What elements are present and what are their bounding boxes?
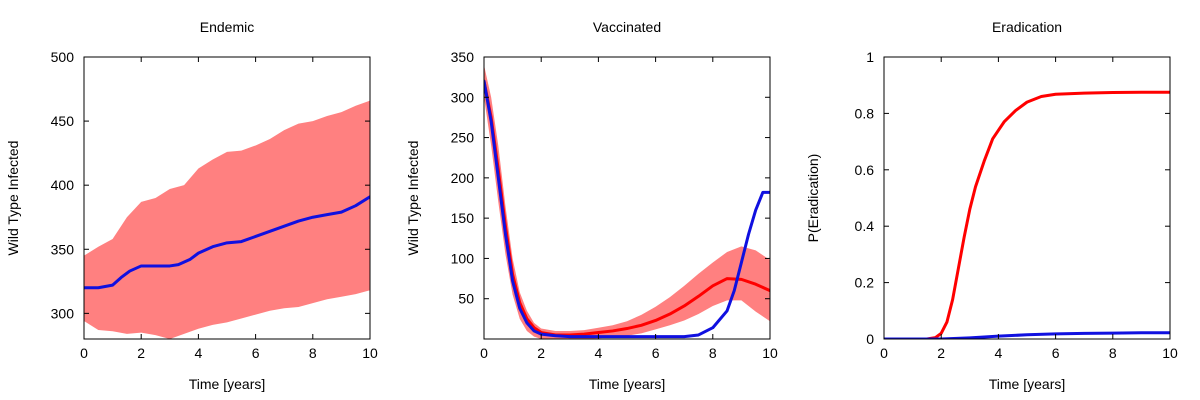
y-axis-label: P(Eradication) bbox=[805, 154, 821, 243]
x-tick-label: 10 bbox=[362, 345, 378, 361]
x-tick-label: 6 bbox=[652, 345, 660, 361]
y-axis-label: Wild Type Infected bbox=[5, 141, 21, 256]
y-tick-label: 0.8 bbox=[855, 105, 875, 121]
x-tick-label: 8 bbox=[1109, 345, 1117, 361]
x-tick-label: 8 bbox=[309, 345, 317, 361]
x-axis-label: Time [years] bbox=[989, 376, 1066, 392]
y-tick-label: 400 bbox=[51, 177, 75, 193]
y-tick-label: 1 bbox=[866, 49, 874, 65]
x-tick-label: 0 bbox=[880, 345, 888, 361]
series-line-2 bbox=[884, 331, 1170, 339]
x-tick-label: 0 bbox=[480, 345, 488, 361]
chart-title: Eradication bbox=[992, 19, 1062, 35]
chart-panel-2: 0 2 4 6 8 10 50 100 150 200 250 300 350 Vaccinated Tim… bbox=[405, 19, 778, 392]
x-tick-label: 4 bbox=[595, 345, 603, 361]
x-tick-label: 10 bbox=[762, 345, 778, 361]
y-tick-label: 150 bbox=[451, 210, 475, 226]
x-axis-label: Time [years] bbox=[589, 376, 666, 392]
y-tick-label: 300 bbox=[451, 89, 475, 105]
y-tick-label: 450 bbox=[51, 113, 75, 129]
series-line-1 bbox=[84, 195, 370, 290]
x-tick-label: 6 bbox=[1052, 345, 1060, 361]
plot-frame bbox=[883, 56, 1171, 340]
y-tick-label: 250 bbox=[451, 130, 475, 146]
x-tick-label: 8 bbox=[709, 345, 717, 361]
x-tick-label: 4 bbox=[195, 345, 203, 361]
chart-title: Vaccinated bbox=[593, 19, 661, 35]
y-tick-label: 0 bbox=[866, 331, 874, 347]
y-tick-label: 100 bbox=[451, 250, 475, 266]
x-tick-label: 2 bbox=[137, 345, 145, 361]
x-tick-label: 2 bbox=[937, 345, 945, 361]
chart-title: Endemic bbox=[200, 19, 254, 35]
plot-frame bbox=[83, 56, 371, 340]
confidence-band bbox=[84, 100, 370, 339]
chart-panel-3: 0 2 4 6 8 10 0 0.2 0.4 0.6 0.8 1 Eradication Time [ye… bbox=[805, 19, 1178, 392]
y-tick-label: 350 bbox=[51, 241, 75, 257]
x-tick-label: 10 bbox=[1162, 345, 1178, 361]
series-line-1 bbox=[884, 90, 1170, 339]
x-axis-label: Time [years] bbox=[189, 376, 266, 392]
y-tick-label: 50 bbox=[458, 291, 474, 307]
y-tick-label: 350 bbox=[451, 49, 475, 65]
series-line-2 bbox=[484, 79, 770, 339]
y-tick-label: 0.4 bbox=[855, 218, 875, 234]
y-tick-label: 500 bbox=[51, 49, 75, 65]
y-axis-label: Wild Type Infected bbox=[405, 141, 421, 256]
y-tick-label: 200 bbox=[451, 170, 475, 186]
chart-panel-1: 0 2 4 6 8 10 300 350 400 450 500 Endemic Time [years… bbox=[5, 19, 378, 392]
x-tick-label: 4 bbox=[995, 345, 1003, 361]
y-tick-label: 0.6 bbox=[855, 162, 875, 178]
x-tick-label: 0 bbox=[80, 345, 88, 361]
plot-frame bbox=[483, 56, 771, 340]
y-tick-label: 0.2 bbox=[855, 275, 875, 291]
x-tick-label: 6 bbox=[252, 345, 260, 361]
x-tick-label: 2 bbox=[537, 345, 545, 361]
confidence-band bbox=[484, 65, 770, 339]
y-tick-label: 300 bbox=[51, 305, 75, 321]
